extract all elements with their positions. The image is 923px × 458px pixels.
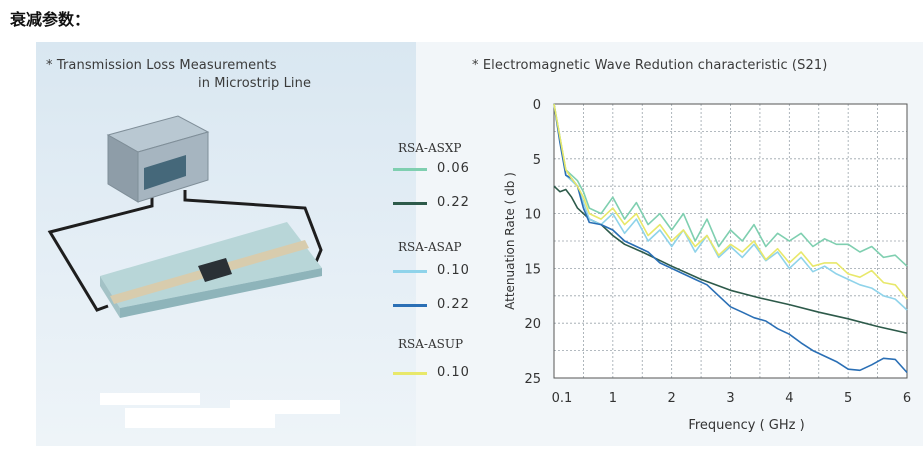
- y-tick-label: 15: [524, 262, 541, 277]
- analyzer-screen: [144, 155, 186, 190]
- legend-item: 0.22: [393, 297, 473, 314]
- legend-item: 0.22: [393, 195, 473, 212]
- chart-title: * Electromagnetic Wave Redution characte…: [472, 58, 828, 73]
- x-tick-label: 4: [785, 391, 793, 406]
- x-tick-label: 1: [609, 391, 617, 406]
- blur-strip: [230, 400, 340, 414]
- legend-item: 0.06: [393, 161, 473, 178]
- left-title-line-1: * Transmission Loss Measurements: [46, 58, 277, 73]
- legend-swatch: [393, 168, 427, 171]
- left-title-line-2: in Microstrip Line: [198, 76, 312, 91]
- y-tick-label: 5: [533, 153, 541, 168]
- measurement-cable: [47, 196, 154, 312]
- y-tick-label: 0: [533, 98, 541, 113]
- legend-swatch: [393, 304, 427, 307]
- legend-swatch: [393, 270, 427, 273]
- legend-value: 0.10: [437, 365, 470, 380]
- series-line: [553, 103, 908, 374]
- legend-value: 0.06: [437, 161, 470, 176]
- legend-swatch: [393, 372, 427, 375]
- legend-group-asap: RSA-ASAP: [398, 240, 462, 254]
- y-axis-label: Attenuation Rate ( db ): [503, 172, 517, 310]
- page-heading: 衰减参数：: [10, 10, 91, 29]
- legend-group-asup: RSA-ASUP: [398, 337, 464, 351]
- series-line: [553, 103, 908, 267]
- x-tick-label: 0.1: [552, 391, 573, 406]
- measurement-cable-right: [183, 190, 323, 263]
- legend-value: 0.10: [437, 263, 470, 278]
- x-axis-label: Frequency ( GHz ): [688, 418, 804, 433]
- microstrip-board-side: [100, 276, 120, 318]
- x-tick-label: 5: [844, 391, 852, 406]
- y-tick-label: 10: [524, 208, 541, 223]
- legend-swatch: [393, 202, 427, 205]
- legend-item: 0.10: [393, 263, 473, 280]
- microstrip-board-front: [120, 268, 322, 318]
- x-tick-label: 2: [668, 391, 676, 406]
- legend-group-asxp: RSA-ASXP: [398, 141, 462, 155]
- sample-chip: [198, 258, 232, 282]
- x-tick-label: 3: [726, 391, 734, 406]
- y-tick-label: 25: [524, 372, 541, 387]
- legend-value: 0.22: [437, 195, 470, 210]
- y-tick-label: 20: [524, 317, 541, 332]
- legend-item: 0.10: [393, 365, 473, 382]
- x-tick-label: 6: [903, 391, 911, 406]
- plot-frame: [553, 103, 908, 379]
- series-line: [553, 103, 908, 300]
- legend-value: 0.22: [437, 297, 470, 312]
- series-line: [553, 185, 908, 334]
- analyzer-box-side: [107, 134, 139, 203]
- blur-strip: [100, 393, 200, 405]
